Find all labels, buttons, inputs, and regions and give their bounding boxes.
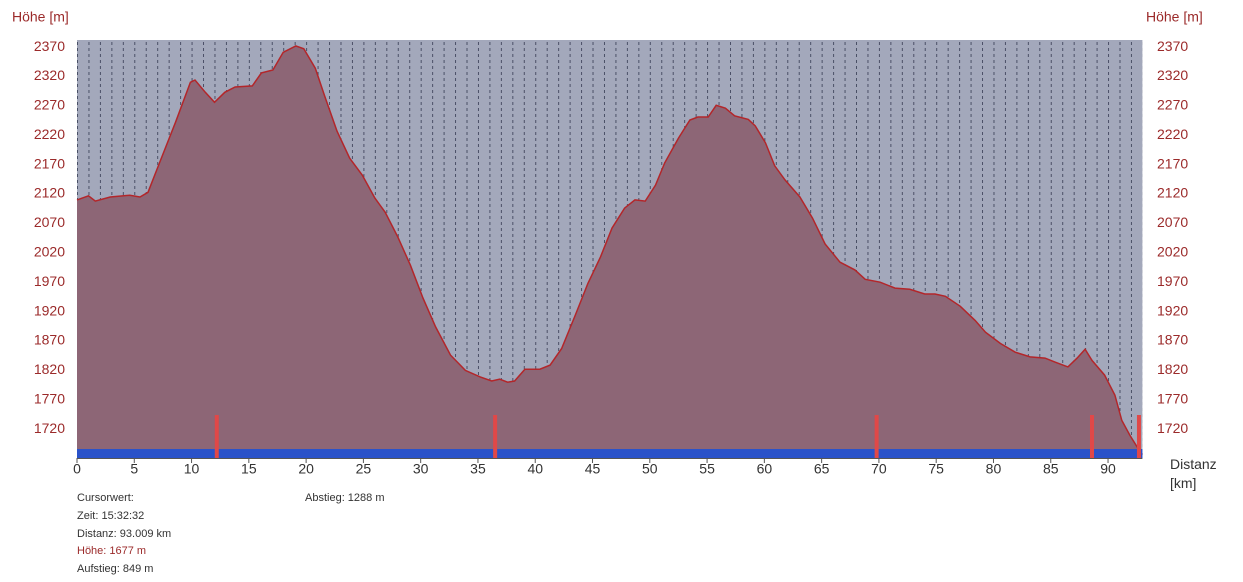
y2-tick-label: 2120 <box>1157 185 1188 201</box>
x-tick-label: 80 <box>986 461 1002 477</box>
y-tick-label: 2220 <box>34 126 65 142</box>
waypoint-marker <box>493 415 498 458</box>
area <box>77 45 1143 459</box>
y2-tick-label: 1970 <box>1157 273 1188 289</box>
y2-tick-label: 1920 <box>1157 302 1188 318</box>
x-tick-label: 85 <box>1043 461 1059 477</box>
x-tick-label: 5 <box>130 461 138 477</box>
y-tick-label: 1870 <box>34 332 65 348</box>
x-tick-label: 10 <box>184 461 200 477</box>
y2-tick-label: 1870 <box>1157 332 1188 348</box>
y2-tick-label: 1770 <box>1157 391 1188 407</box>
x-tick-label: 40 <box>527 461 543 477</box>
y2-tick-label: 2170 <box>1157 155 1188 171</box>
x-axis-title: Distanz [km] <box>1170 456 1217 491</box>
y2-tick-label: 2370 <box>1157 38 1188 54</box>
y-tick-label: 2370 <box>34 38 65 54</box>
x-tick-label: 20 <box>298 461 314 477</box>
y-tick-label: 2020 <box>34 244 65 260</box>
x-tick-label: 90 <box>1100 461 1116 477</box>
x-tick-label: 0 <box>73 461 81 477</box>
x-tick-label: 70 <box>871 461 887 477</box>
track-bar <box>77 449 1143 458</box>
descent-info: Abstieg: 1288 m <box>305 492 385 504</box>
y-tick-label: 1970 <box>34 273 65 289</box>
y2-axis-title: Höhe [m] <box>1146 9 1203 25</box>
x-tick-label: 25 <box>356 461 372 477</box>
waypoint-marker <box>874 415 879 458</box>
x-tick-label: 45 <box>585 461 601 477</box>
y2-tick-label: 2220 <box>1157 126 1188 142</box>
x-tick-label: 15 <box>241 461 257 477</box>
y-tick-label: 2120 <box>34 185 65 201</box>
x-tick-label: 75 <box>928 461 944 477</box>
x-tick-label: 55 <box>699 461 715 477</box>
x-tick-label: 60 <box>757 461 773 477</box>
waypoint-marker <box>1136 415 1141 458</box>
height-info: Höhe: 1677 m <box>77 545 146 557</box>
y2-tick-label: 2270 <box>1157 97 1188 113</box>
cursor-label: Cursorwert: <box>77 492 134 504</box>
y2-tick-label: 1820 <box>1157 361 1188 377</box>
x-tick-label: 30 <box>413 461 429 477</box>
y-tick-label: 1820 <box>34 361 65 377</box>
y-tick-label: 1920 <box>34 302 65 318</box>
y2-tick-label: 2070 <box>1157 214 1188 230</box>
y-tick-label: 2170 <box>34 155 65 171</box>
waypoint-marker <box>214 415 219 458</box>
y-tick-label: 2070 <box>34 214 65 230</box>
line <box>76 45 1144 455</box>
ascent-info: Aufstieg: 849 m <box>77 563 153 575</box>
y-tick-label: 1770 <box>34 391 65 407</box>
y2-tick-label: 2020 <box>1157 244 1188 260</box>
time-info: Zeit: 15:32:32 <box>77 510 144 522</box>
waypoint-marker <box>1089 415 1094 458</box>
y2-tick-label: 2320 <box>1157 67 1188 83</box>
y2-tick-label: 1720 <box>1157 420 1188 436</box>
y-tick-label: 2320 <box>34 67 65 83</box>
y-axis-title: Höhe [m] <box>12 9 69 25</box>
y-tick-label: 2270 <box>34 97 65 113</box>
x-tick-label: 50 <box>642 461 658 477</box>
distance-info: Distanz: 93.009 km <box>77 528 171 540</box>
y-tick-label: 1720 <box>34 420 65 436</box>
x-tick-label: 35 <box>470 461 486 477</box>
x-tick-label: 65 <box>814 461 830 477</box>
